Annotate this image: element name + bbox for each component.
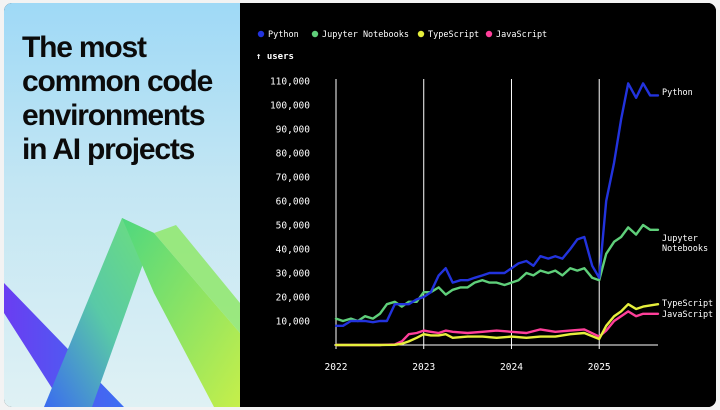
y-tick-label: 60,000 <box>276 197 311 208</box>
y-axis: 10,000 20,000 30,000 40,000 50,000 60,000 70,0… <box>270 77 310 328</box>
x-tick-label: 2024 <box>500 362 523 373</box>
series-end-label: Python <box>662 88 693 98</box>
legend-entry: Jupyter Notebooks <box>322 30 409 40</box>
legend-marker <box>485 30 493 38</box>
legend-marker <box>417 30 425 38</box>
y-tick-label: 20,000 <box>276 293 311 304</box>
x-tick-label: 2022 <box>325 362 348 373</box>
series-end-label: JavaScript <box>662 310 713 320</box>
legend-marker <box>257 30 265 38</box>
legend-marker <box>311 30 319 38</box>
decorative-ribbon-graphic <box>4 218 240 407</box>
headline-line: common code <box>22 65 213 98</box>
x-tick-label: 2025 <box>588 362 611 373</box>
y-tick-label: 30,000 <box>276 269 311 280</box>
y-tick-label: 10,000 <box>276 317 311 328</box>
headline-line: The most <box>22 31 147 64</box>
series-end-labels: Python Jupyter Notebooks TypeScriptJavaScri… <box>662 88 713 320</box>
title-panel: The most common code environments in AI … <box>4 3 240 407</box>
series-line <box>334 82 660 327</box>
y-tick-label: 110,000 <box>270 77 310 88</box>
series-line <box>334 303 660 347</box>
series-end-label: Jupyter Notebooks <box>662 234 708 254</box>
y-axis-label: ↑ users <box>256 52 294 62</box>
y-tick-label: 70,000 <box>276 173 311 184</box>
chart-panel: Python Jupyter Notebooks TypeScript JavaScr… <box>240 3 716 407</box>
y-tick-label: 40,000 <box>276 245 311 256</box>
chart-legend: Python Jupyter Notebooks TypeScript JavaScr… <box>257 30 547 40</box>
y-tick-label: 100,000 <box>270 101 310 112</box>
series-line <box>334 310 660 347</box>
y-tick-label: 50,000 <box>276 221 311 232</box>
slide-headline: The most common code environments in AI … <box>22 31 232 167</box>
x-tick-label: 2023 <box>412 362 435 373</box>
line-chart: Python Jupyter Notebooks TypeScript JavaScr… <box>256 30 713 373</box>
y-tick-label: 80,000 <box>276 149 311 160</box>
series-end-label: TypeScript <box>662 299 713 309</box>
series-line <box>334 223 660 323</box>
y-tick-label: 90,000 <box>276 125 311 136</box>
headline-line: environments <box>22 99 206 132</box>
legend-entry: JavaScript <box>496 30 547 40</box>
headline-line: in AI projects <box>22 133 195 166</box>
slide-card: The most common code environments in AI … <box>4 3 716 407</box>
legend-entry: TypeScript <box>428 30 479 40</box>
series-lines <box>334 82 660 347</box>
legend-entry: Python <box>268 30 299 40</box>
